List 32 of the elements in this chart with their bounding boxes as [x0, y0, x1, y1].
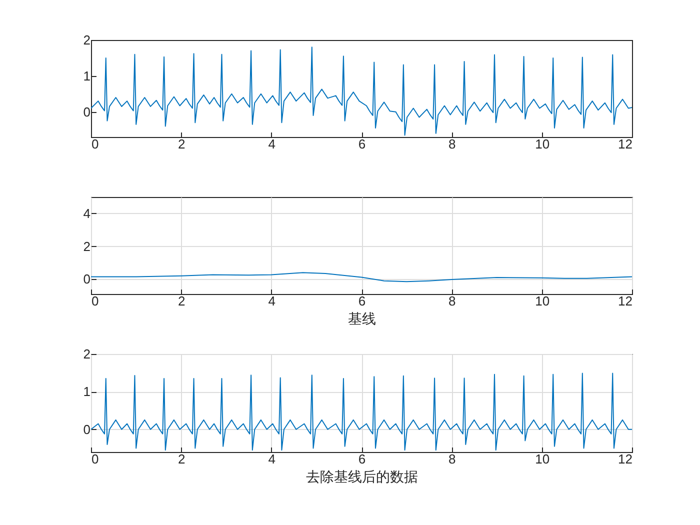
x-tick-label: 6 [358, 294, 366, 308]
y-tick-label: 2 [83, 346, 90, 362]
x-tick-label: 12 [618, 136, 632, 152]
x-tick-label: 10 [535, 452, 550, 466]
x-tick-label: 4 [268, 136, 276, 152]
y-tick-label: 1 [83, 68, 90, 84]
x-tick-label: 10 [535, 294, 550, 308]
y-tick-label: 0 [83, 104, 90, 120]
x-tick-label: 4 [268, 452, 276, 466]
x-tick-label: 8 [448, 294, 456, 308]
x-tick-label: 2 [178, 294, 186, 308]
x-tick-label: 2 [178, 452, 186, 466]
x-tick-label: 12 [618, 294, 632, 308]
x-tick-label: 12 [618, 452, 632, 466]
y-tick-label: 2 [83, 32, 90, 48]
line-series [91, 46, 632, 136]
line-series [91, 372, 632, 451]
x-axis-title: 基线 [348, 310, 376, 326]
x-tick-label: 6 [358, 136, 366, 152]
x-axis-title: 去除基线后的数据 [306, 468, 418, 484]
y-tick-label: 1 [83, 384, 90, 400]
x-tick-label: 2 [178, 136, 186, 152]
y-tick-label: 0 [83, 272, 90, 287]
x-tick-label: 8 [448, 136, 456, 152]
line-series [91, 272, 632, 282]
y-tick-label: 4 [83, 206, 90, 221]
x-tick-label: 6 [358, 452, 366, 466]
x-tick-label: 8 [448, 452, 456, 466]
y-tick-label: 2 [83, 238, 90, 254]
x-tick-label: 10 [535, 136, 550, 152]
x-tick-label: 4 [268, 294, 276, 308]
y-tick-label: 0 [83, 422, 90, 437]
